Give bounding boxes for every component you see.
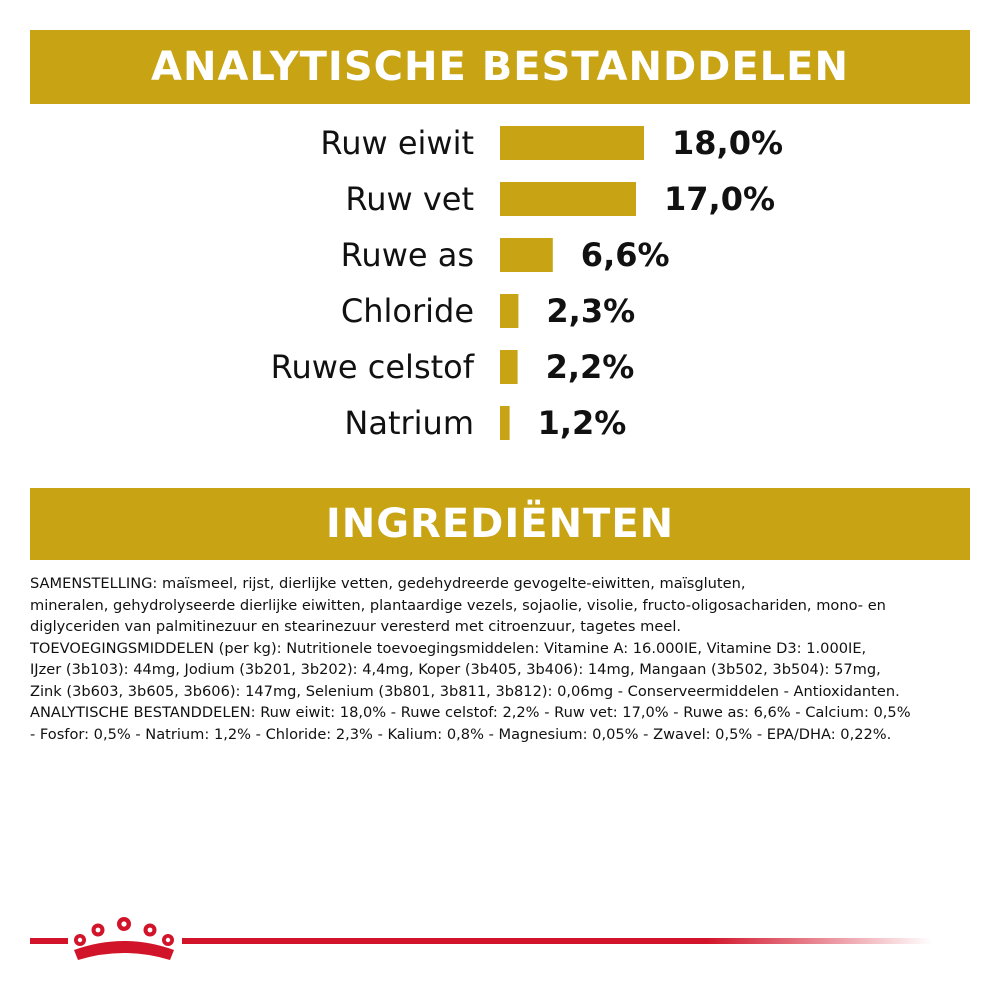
- ingredients-banner: INGREDIËNTEN: [30, 488, 970, 560]
- category-label: Ruw vet: [345, 180, 474, 218]
- ingredients-text: SAMENSTELLING: maïsmeel, rijst, dierlijk…: [30, 573, 975, 745]
- bar: [500, 238, 553, 272]
- category-label: Ruwe as: [341, 236, 474, 274]
- ingredients-line: IJzer (3b103): 44mg, Jodium (3b201, 3b20…: [30, 661, 881, 678]
- ingredients-line: - Fosfor: 0,5% - Natrium: 1,2% - Chlorid…: [30, 725, 892, 743]
- ingredients-line: Zink (3b603, 3b605, 3b606): 147mg, Selen…: [30, 682, 900, 700]
- ingredients-banner-title: INGREDIËNTEN: [325, 501, 675, 547]
- ingredients-line: SAMENSTELLING: maïsmeel, rijst, dierlijk…: [30, 575, 746, 592]
- bar: [500, 350, 518, 384]
- bar: [500, 294, 519, 328]
- analytic-banner-title: ANALYTISCHE BESTANDDELEN: [151, 44, 849, 90]
- ingredients-line: ANALYTISCHE BESTANDDELEN: Ruw eiwit: 18,…: [30, 704, 911, 721]
- bar: [500, 126, 644, 160]
- footer-red-line-left: [30, 938, 68, 944]
- analytic-bar-chart: Ruw eiwit 18,0% Ruw vet 17,0% Ruwe as 6,6% Chl…: [271, 124, 783, 442]
- value-label: 18,0%: [672, 124, 783, 162]
- analytic-banner: ANALYTISCHE BESTANDDELEN: [30, 30, 970, 104]
- category-label: Chloride: [341, 292, 474, 330]
- value-label: 2,3%: [546, 292, 635, 330]
- value-label: 17,0%: [664, 180, 775, 218]
- value-label: 2,2%: [546, 348, 635, 386]
- crown-icon: [74, 917, 174, 960]
- category-label: Ruw eiwit: [320, 124, 474, 162]
- category-label: Natrium: [344, 404, 474, 442]
- bar: [500, 182, 636, 216]
- value-label: 6,6%: [581, 236, 670, 274]
- value-label: 1,2%: [538, 404, 627, 442]
- footer-red-line: [182, 938, 932, 944]
- ingredients-line: TOEVOEGINGSMIDDELEN (per kg): Nutritione…: [30, 639, 867, 657]
- ingredients-line: diglyceriden van palmitinezuur en steari…: [30, 618, 682, 635]
- category-label: Ruwe celstof: [271, 348, 475, 386]
- bar: [500, 406, 510, 440]
- ingredients-line: mineralen, gehydrolyseerde dierlijke eiw…: [30, 596, 886, 614]
